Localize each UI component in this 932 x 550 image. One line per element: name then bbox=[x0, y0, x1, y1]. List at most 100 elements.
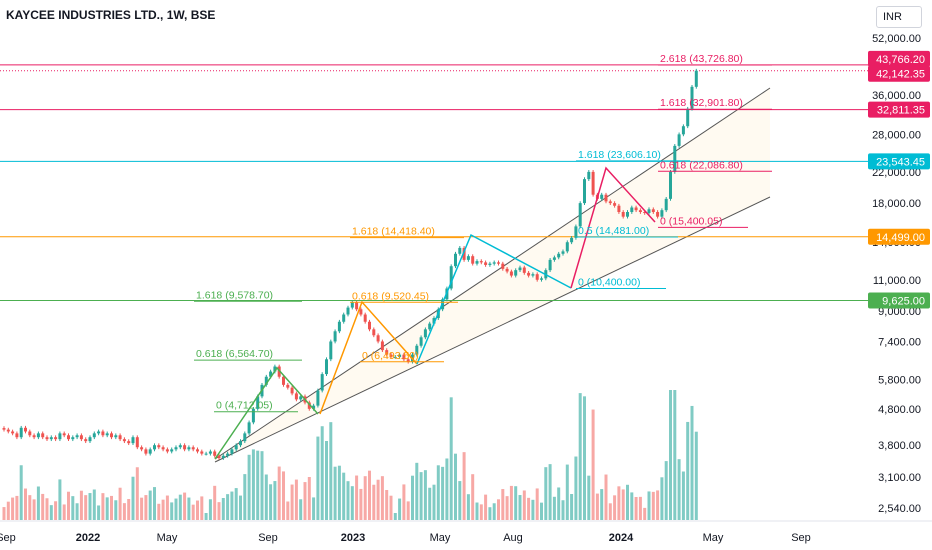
candle bbox=[509, 271, 513, 276]
candle bbox=[67, 435, 70, 440]
volume-bar bbox=[376, 479, 380, 520]
candle bbox=[638, 210, 642, 213]
candle bbox=[630, 207, 634, 213]
candle bbox=[621, 212, 625, 217]
x-tick-label: Aug bbox=[503, 532, 523, 544]
candle bbox=[402, 354, 406, 360]
candle bbox=[531, 274, 535, 276]
candle bbox=[32, 435, 36, 438]
volume-bar bbox=[604, 474, 608, 520]
volume-bar bbox=[436, 465, 440, 520]
candle bbox=[449, 266, 453, 289]
candle bbox=[342, 314, 346, 322]
volume-bar bbox=[144, 495, 148, 520]
candle bbox=[651, 209, 655, 213]
volume-bar bbox=[114, 500, 118, 520]
candle bbox=[243, 433, 247, 442]
volume-bar bbox=[148, 490, 152, 520]
candle bbox=[694, 70, 698, 87]
volume-bar bbox=[454, 453, 457, 520]
candle bbox=[565, 242, 569, 252]
candle bbox=[346, 307, 350, 315]
candle bbox=[71, 437, 75, 440]
volume-bar bbox=[630, 492, 634, 520]
currency-selector[interactable]: INR bbox=[876, 6, 922, 28]
y-tick-label: 4,800.00 bbox=[878, 404, 921, 416]
price-badge-label: 9,625.00 bbox=[882, 296, 925, 308]
volume-bar bbox=[153, 487, 156, 520]
volume-bar bbox=[213, 485, 217, 520]
candle bbox=[282, 376, 285, 385]
candle bbox=[681, 126, 685, 135]
volume-bar bbox=[621, 489, 625, 520]
candle bbox=[406, 359, 410, 362]
fib-level-label: 0 (10,400.00) bbox=[578, 276, 640, 288]
y-tick-label: 28,000.00 bbox=[872, 129, 921, 141]
volume-bar bbox=[131, 476, 135, 520]
volume-bar bbox=[449, 397, 453, 520]
volume-bar bbox=[303, 482, 307, 520]
candle bbox=[19, 427, 23, 438]
volume-bar bbox=[226, 494, 230, 520]
candle bbox=[591, 171, 595, 195]
volume-bar bbox=[681, 471, 685, 520]
volume-bar bbox=[101, 493, 105, 520]
volume-bar bbox=[178, 494, 182, 520]
candle bbox=[264, 376, 268, 385]
candle bbox=[501, 263, 505, 269]
candle bbox=[540, 278, 543, 280]
candle bbox=[230, 449, 234, 454]
y-tick-label: 2,540.00 bbox=[878, 503, 921, 515]
candle bbox=[363, 314, 367, 322]
candle bbox=[669, 171, 672, 199]
volume-bar bbox=[578, 393, 582, 520]
candle bbox=[299, 396, 303, 400]
volume-bar bbox=[505, 496, 509, 520]
volume-bar bbox=[669, 390, 672, 520]
volume-bar bbox=[325, 441, 328, 520]
volume-bar bbox=[32, 499, 36, 520]
volume-bar bbox=[299, 499, 303, 520]
volume-bar bbox=[613, 495, 617, 520]
volume-bar bbox=[294, 479, 298, 520]
candle bbox=[6, 429, 10, 432]
candle bbox=[239, 441, 242, 446]
fib-level-label: 0 (15,400.05) bbox=[660, 215, 722, 227]
volume-bar bbox=[247, 454, 251, 520]
candle bbox=[325, 359, 328, 375]
candle bbox=[535, 274, 539, 280]
fib-level-label: 1.618 (32,901.80) bbox=[660, 97, 743, 109]
candle bbox=[587, 171, 591, 180]
candle bbox=[368, 321, 371, 330]
candle bbox=[484, 262, 488, 265]
candle bbox=[660, 210, 664, 217]
volume-bar bbox=[165, 495, 169, 520]
candle bbox=[552, 257, 556, 260]
candle bbox=[359, 309, 363, 315]
volume-bar bbox=[488, 507, 492, 520]
candle bbox=[114, 435, 118, 438]
candle bbox=[92, 433, 96, 438]
volume-bar bbox=[329, 422, 333, 520]
volume-bar bbox=[574, 456, 578, 520]
volume-bar bbox=[552, 496, 556, 520]
candle bbox=[673, 145, 677, 172]
volume-bar bbox=[15, 495, 19, 520]
volume-bar bbox=[196, 500, 199, 520]
volume-bar bbox=[548, 464, 552, 520]
candle bbox=[333, 331, 337, 342]
candle bbox=[664, 198, 668, 211]
y-tick-label: 18,000.00 bbox=[872, 198, 921, 210]
candle bbox=[475, 261, 479, 264]
volume-bar bbox=[92, 489, 96, 520]
volume-bar bbox=[208, 499, 212, 520]
candle bbox=[583, 179, 586, 204]
fib-level-label: 0.5 (14,481.00) bbox=[578, 225, 649, 237]
price-badge-label: 32,811.35 bbox=[877, 105, 925, 117]
candle bbox=[578, 203, 582, 227]
volume-bar bbox=[509, 485, 513, 520]
candle bbox=[329, 341, 333, 360]
candle bbox=[122, 439, 126, 442]
x-tick-label: May bbox=[157, 532, 178, 544]
